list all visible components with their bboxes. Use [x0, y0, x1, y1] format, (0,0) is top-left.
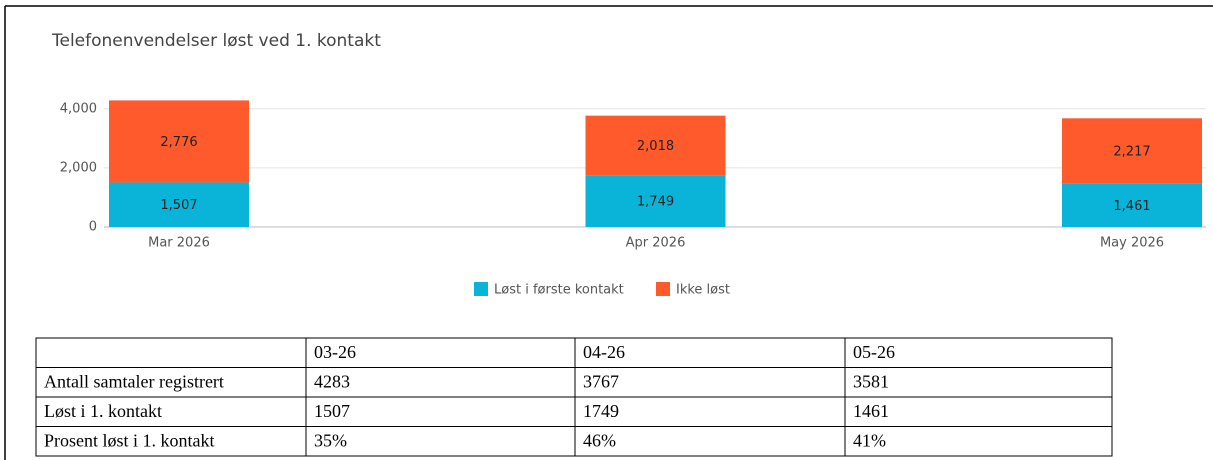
table-row-label: Antall samtaler registrert — [44, 371, 224, 391]
legend-label: Ikke løst — [676, 283, 730, 298]
table-header: 03-26 — [314, 342, 356, 362]
data-label: 1,461 — [1113, 199, 1150, 214]
table-cell: 46% — [583, 430, 616, 450]
table-cell: 3581 — [853, 371, 889, 391]
table-cell: 3767 — [583, 371, 619, 391]
bar-segment — [585, 175, 726, 227]
bar-segment — [109, 182, 249, 227]
data-label: 1,749 — [637, 195, 674, 210]
y-tick-label: 2,000 — [60, 160, 97, 175]
bar-segment — [1062, 183, 1202, 227]
bar-segment — [1062, 118, 1202, 184]
table-header: 05-26 — [853, 342, 895, 362]
data-label: 1,507 — [160, 198, 197, 213]
table-cell: 1749 — [583, 401, 619, 421]
bar-segment — [585, 115, 726, 176]
table-header: 04-26 — [583, 342, 625, 362]
y-tick-label: 0 — [89, 220, 97, 235]
table-row-label: Prosent løst i 1. kontakt — [44, 430, 215, 450]
x-tick-label: May 2026 — [1100, 236, 1164, 251]
y-tick-label: 4,000 — [60, 101, 97, 116]
data-label: 2,018 — [637, 139, 674, 154]
legend-swatch — [656, 282, 670, 296]
table-cell: 35% — [314, 430, 347, 450]
table-cell: 1507 — [314, 401, 350, 421]
x-tick-label: Mar 2026 — [148, 236, 210, 251]
bar-segment — [109, 100, 249, 183]
table-row-label: Løst i 1. kontakt — [44, 401, 162, 421]
data-label: 2,776 — [160, 135, 197, 150]
table-cell: 41% — [853, 430, 886, 450]
x-tick-label: Apr 2026 — [626, 236, 686, 251]
chart-title: Telefonenvendelser løst ved 1. kontakt — [51, 31, 381, 51]
table-cell: 4283 — [314, 371, 350, 391]
table-cell: 1461 — [853, 401, 889, 421]
legend-swatch — [474, 282, 488, 296]
data-label: 2,217 — [1113, 145, 1150, 160]
legend-label: Løst i første kontakt — [494, 283, 624, 298]
